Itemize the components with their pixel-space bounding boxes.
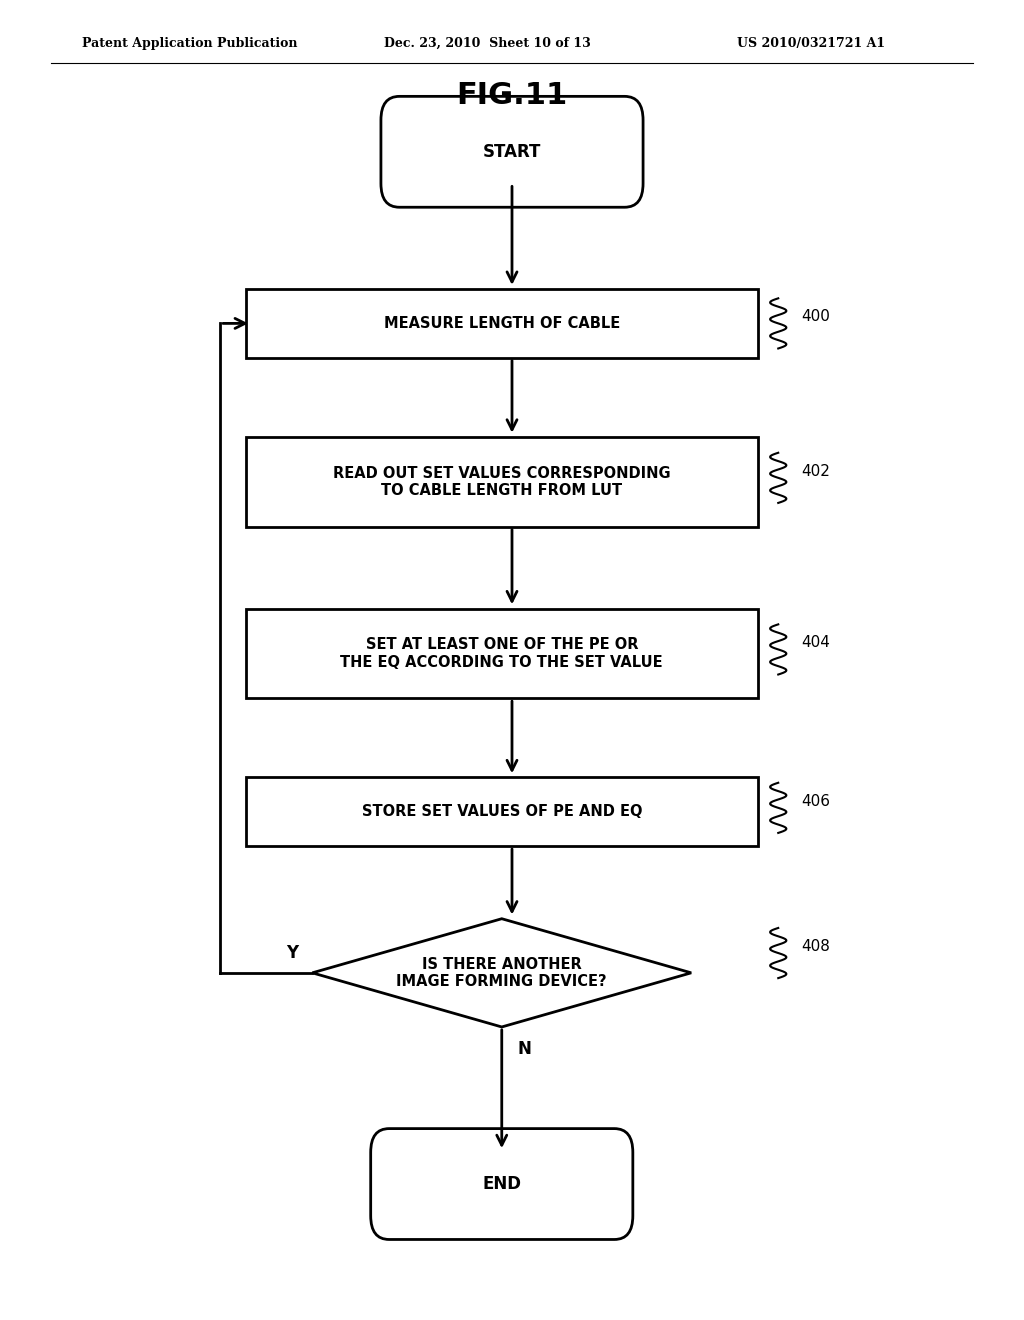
Text: FIG.11: FIG.11 [457, 81, 567, 110]
Text: N: N [517, 1040, 531, 1059]
Bar [246, 437, 758, 527]
Text: END: END [482, 1175, 521, 1193]
Text: US 2010/0321721 A1: US 2010/0321721 A1 [737, 37, 886, 50]
Bar [246, 289, 758, 358]
Text: READ OUT SET VALUES CORRESPONDING
TO CABLE LENGTH FROM LUT: READ OUT SET VALUES CORRESPONDING TO CAB… [333, 466, 671, 498]
Text: 408: 408 [801, 939, 829, 954]
Text: MEASURE LENGTH OF CABLE: MEASURE LENGTH OF CABLE [384, 315, 620, 331]
FancyBboxPatch shape [381, 96, 643, 207]
Text: 404: 404 [801, 635, 829, 651]
Text: Dec. 23, 2010  Sheet 10 of 13: Dec. 23, 2010 Sheet 10 of 13 [384, 37, 591, 50]
Text: STORE SET VALUES OF PE AND EQ: STORE SET VALUES OF PE AND EQ [361, 804, 642, 820]
Text: 400: 400 [801, 309, 829, 325]
Bar [246, 777, 758, 846]
Text: Patent Application Publication: Patent Application Publication [82, 37, 297, 50]
Bar [246, 609, 758, 698]
Text: IS THERE ANOTHER
IMAGE FORMING DEVICE?: IS THERE ANOTHER IMAGE FORMING DEVICE? [396, 957, 607, 989]
Polygon shape [312, 919, 691, 1027]
Text: START: START [482, 143, 542, 161]
Text: 402: 402 [801, 463, 829, 479]
FancyBboxPatch shape [371, 1129, 633, 1239]
Text: 406: 406 [801, 793, 829, 809]
Text: SET AT LEAST ONE OF THE PE OR
THE EQ ACCORDING TO THE SET VALUE: SET AT LEAST ONE OF THE PE OR THE EQ ACC… [340, 638, 664, 669]
Text: Y: Y [286, 944, 298, 962]
